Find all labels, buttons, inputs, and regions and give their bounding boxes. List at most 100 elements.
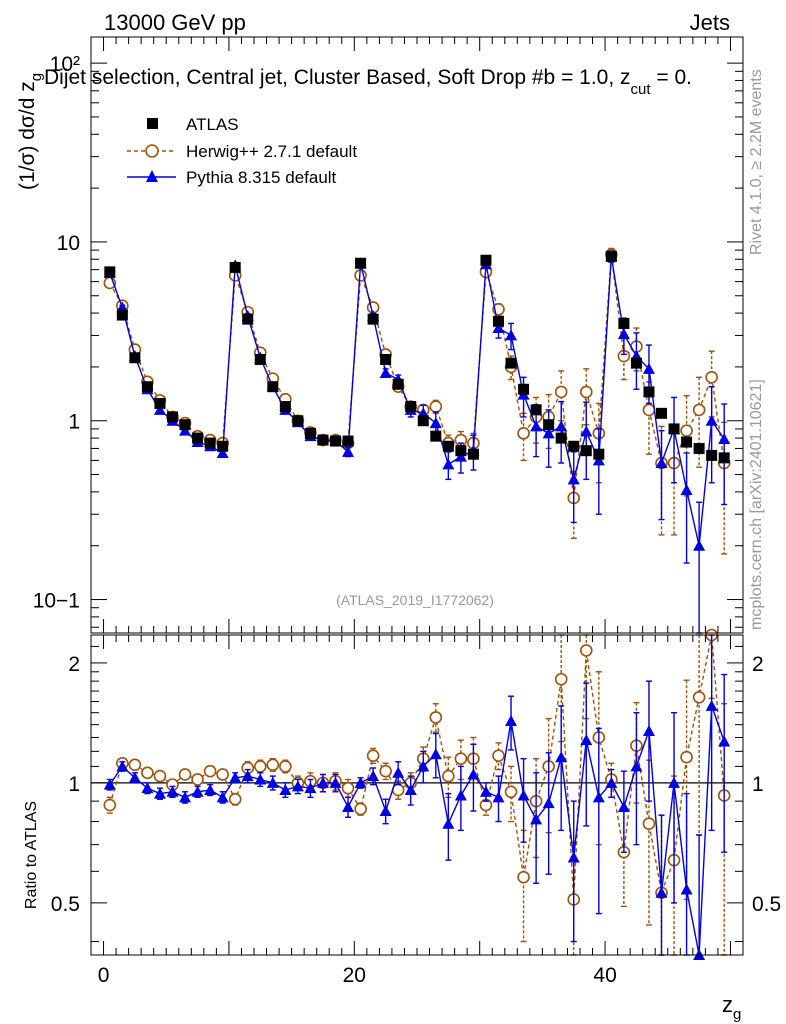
ratio-tick-label-left: 2: [68, 653, 80, 676]
pythia-ratio-point: [291, 780, 304, 792]
pythia-ratio-point: [479, 785, 492, 797]
atlas-point: [455, 445, 467, 457]
pythia-ratio-point: [442, 817, 455, 829]
pythia-ratio-point: [216, 791, 229, 803]
herwig-main-point: [642, 403, 656, 417]
legend-herwig-marker: [145, 144, 159, 158]
pythia-main-point: [580, 425, 593, 437]
pythia-ratio-point: [279, 783, 292, 795]
pythia-ratio-point: [316, 776, 329, 788]
pythia-main-point: [705, 414, 718, 426]
pythia-ratio-point: [204, 783, 217, 795]
y-tick-label: 10−1: [33, 590, 80, 613]
atlas-point: [179, 419, 191, 431]
atlas-point: [141, 381, 153, 393]
pythia-ratio-point: [379, 805, 392, 817]
pythia-ratio-point: [642, 724, 655, 736]
main-plot-data: [103, 247, 731, 634]
herwig-ratio-point: [442, 769, 455, 783]
x-tick-label: 40: [593, 964, 616, 987]
herwig-ratio-point: [266, 758, 280, 772]
pythia-main-point: [680, 483, 693, 495]
pythia-ratio-point: [605, 776, 618, 788]
atlas-point: [505, 357, 517, 369]
herwig-ratio-point: [492, 749, 505, 763]
atlas-point: [605, 250, 617, 262]
pythia-ratio-point: [241, 770, 254, 782]
atlas-point: [242, 313, 254, 325]
pythia-ratio-point: [141, 782, 154, 794]
pythia-ratio-point: [467, 768, 480, 780]
pythia-main-point: [505, 329, 518, 341]
herwig-ratio-point: [103, 798, 117, 812]
ratio-tick-label-left: 1: [68, 773, 80, 796]
pythia-ratio-point: [668, 776, 681, 788]
atlas-point: [317, 434, 329, 446]
atlas-point: [706, 449, 718, 461]
herwig-main-point: [705, 370, 718, 384]
herwig-ratio-point: [454, 752, 468, 766]
atlas-point: [668, 423, 680, 435]
atlas-point: [656, 407, 667, 419]
herwig-ratio-point: [554, 672, 568, 686]
pythia-ratio-point: [505, 714, 518, 726]
pythia-ratio-point: [542, 797, 555, 809]
pythia-main-point: [617, 328, 630, 340]
pythia-ratio-point: [555, 751, 568, 763]
herwig-ratio-point: [517, 870, 530, 884]
selection-title: Dijet selection, Central jet, Cluster Ba…: [44, 66, 692, 98]
pythia-ratio-point: [103, 778, 116, 790]
atlas-point: [430, 430, 442, 442]
atlas-point: [555, 432, 567, 444]
herwig-ratio-point: [504, 785, 518, 799]
pythia-ratio-point: [266, 776, 279, 788]
x-tick-label: 20: [343, 964, 366, 987]
pythia-ratio-point: [680, 883, 693, 895]
legend-pythia-label: Pythia 8.315 default: [186, 168, 337, 187]
legend: ATLAS Herwig++ 2.7.1 default Pythia 8.31…: [127, 115, 357, 187]
pythia-main-point: [542, 427, 555, 439]
pythia-ratio-point: [166, 785, 179, 797]
atlas-point: [518, 383, 530, 395]
pythia-ratio-point: [153, 787, 166, 799]
atlas-point: [405, 401, 417, 413]
herwig-ratio-point: [191, 773, 204, 786]
pythia-ratio-point: [454, 789, 467, 801]
ratio-tick-label-right: 1: [752, 773, 764, 796]
pythia-ratio-point: [404, 783, 417, 795]
pythia-main-point: [555, 420, 568, 432]
pythia-ratio-point: [517, 789, 530, 801]
herwig-ratio-point: [341, 781, 355, 795]
pythia-main-point: [567, 473, 580, 485]
pythia-ratio-point: [429, 748, 442, 760]
atlas-point: [116, 309, 128, 321]
atlas-point: [254, 354, 266, 366]
pythia-ratio-point: [705, 699, 718, 711]
legend-atlas-label: ATLAS: [186, 115, 239, 134]
herwig-ratio-point: [366, 749, 380, 763]
atlas-point: [718, 452, 730, 464]
pythia-main-point: [379, 366, 392, 378]
herwig-ratio-point: [203, 764, 217, 778]
atlas-point: [217, 440, 229, 452]
atlas-point: [330, 435, 341, 447]
pythia-ratio-point: [392, 766, 405, 778]
herwig-ratio-point: [429, 711, 443, 724]
pythia-main-point: [429, 417, 442, 429]
atlas-point: [480, 254, 492, 266]
pythia-main-point: [342, 445, 355, 457]
legend-atlas-marker: [147, 118, 158, 129]
pythia-ratio-point: [592, 791, 605, 803]
atlas-point: [367, 313, 379, 325]
ratio-tick-label-right: 0.5: [752, 893, 781, 916]
atlas-point: [630, 357, 642, 369]
pythia-ratio-point: [329, 776, 342, 788]
pythia-ratio-point: [191, 785, 204, 797]
pythia-ratio-point: [254, 773, 267, 785]
herwig-main-point: [554, 385, 568, 399]
atlas-point: [643, 386, 655, 398]
atlas-point: [204, 437, 216, 449]
atlas-point: [593, 448, 605, 460]
atlas-point: [618, 317, 630, 329]
pythia-ratio-point: [354, 776, 367, 788]
